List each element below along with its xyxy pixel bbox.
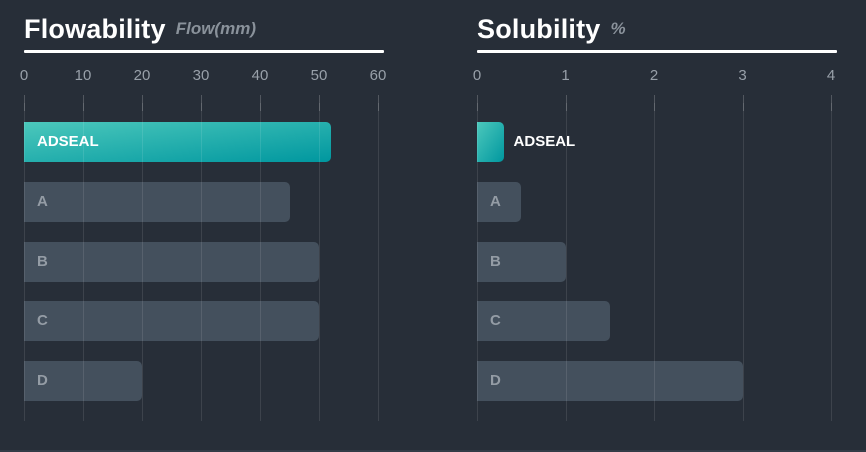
title-underline [477,50,837,53]
x-tick-label: 50 [310,67,328,84]
solubility-chart: Solubility % 0 1 2 3 4 ADSEAL A B C D [433,0,866,452]
x-tick-label: 60 [369,67,387,84]
bottom-border [0,450,866,452]
bar-b: B [477,241,566,282]
bar-label: ADSEAL [37,133,99,150]
flowability-chart: Flowability Flow(mm) 0 10 20 30 40 50 60 ADSEA… [20,8,433,421]
x-tick-mark [378,95,379,111]
gridline [477,103,478,421]
gridline [378,103,379,421]
x-tick-label: 2 [649,67,659,84]
x-tick-mark [83,95,84,111]
chart-title: Flowability [24,13,166,44]
plot-area: ADSEAL A B C D [24,103,384,421]
gridline [83,103,84,421]
bar-c: C [24,301,319,342]
bar-label: B [490,252,501,270]
bar-c: C [477,301,610,342]
bar-d: D [477,361,743,402]
gridline [24,103,25,421]
x-tick-label: 20 [133,67,151,84]
flowability-header: Flowability Flow(mm) [24,8,433,50]
chart-title: Solubility [477,13,601,44]
solubility-header: Solubility % [477,8,866,50]
x-tick-label: 40 [251,67,269,84]
bar-b: B [24,241,319,282]
x-tick-label: 10 [74,67,92,84]
gridline [565,103,567,421]
bar-label: A [37,192,48,210]
bar-label: C [37,312,48,330]
x-tick-mark [742,95,744,111]
bar-label: D [37,372,48,390]
gridline [142,103,143,421]
bar-d: D [24,361,142,402]
x-tick-label: 30 [192,67,210,84]
plot-area: ADSEAL A B C D [477,103,837,421]
x-tick-mark [319,95,320,111]
x-tick-mark [565,95,567,111]
bar-label: ADSEAL [513,133,576,150]
solubility-plot: 0 1 2 3 4 ADSEAL A B C D [473,53,837,421]
x-tick-mark [477,95,478,111]
flowability-plot: 0 10 20 30 40 50 60 ADSEAL A B C D [20,53,387,421]
gridline [831,103,832,421]
x-tick-label: 4 [826,67,836,84]
x-tick-mark [201,95,202,111]
x-tick-mark [831,95,832,111]
bar-adseal: ADSEAL [24,122,331,162]
x-tick-label: 0 [472,67,482,84]
x-tick-label: 0 [19,67,29,84]
bar-a: A [24,181,290,222]
x-axis: 0 1 2 3 4 [473,53,837,111]
bar-label: A [490,192,501,210]
bar-label: C [490,312,501,330]
bar-label: B [37,252,48,270]
gridline [742,103,744,421]
x-axis: 0 10 20 30 40 50 60 [20,53,387,111]
x-tick-mark [142,95,143,111]
gridline [260,103,261,421]
gridline [654,103,655,421]
gridline [201,103,202,421]
bar-adseal: ADSEAL [477,122,575,162]
x-tick-mark [24,95,25,111]
bar-label: D [490,372,501,390]
x-tick-label: 3 [738,67,747,84]
chart-subtitle: % [610,19,626,38]
bar-a: A [477,181,522,222]
chart-subtitle: Flow(mm) [175,19,256,38]
x-tick-label: 1 [561,67,570,84]
title-underline [24,50,384,53]
x-tick-mark [260,95,261,111]
x-tick-mark [654,95,655,111]
gridline [319,103,320,421]
